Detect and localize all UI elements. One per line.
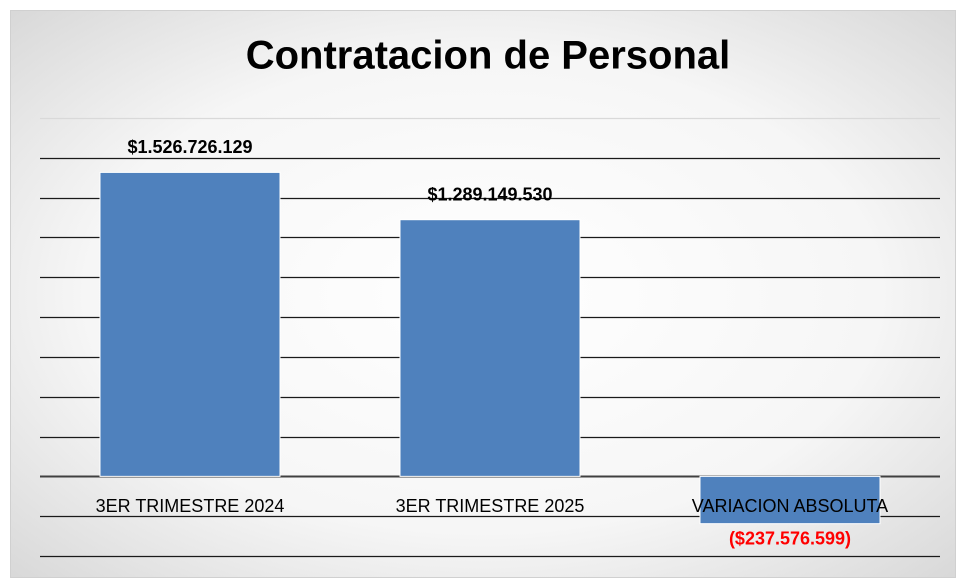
bar — [99, 171, 281, 477]
data-label: $1.526.726.129 — [127, 137, 252, 157]
x-tick-label: 3ER TRIMESTRE 2025 — [396, 496, 585, 516]
bar — [699, 475, 881, 525]
data-label: $1.289.149.530 — [427, 184, 552, 204]
x-tick-label: VARIACION ABSOLUTA — [692, 496, 888, 516]
chart-title: Contratacion de Personal — [246, 34, 731, 78]
bar — [399, 219, 581, 477]
x-tick-label: 3ER TRIMESTRE 2024 — [96, 496, 285, 516]
data-label: ($237.576.599) — [729, 528, 851, 548]
